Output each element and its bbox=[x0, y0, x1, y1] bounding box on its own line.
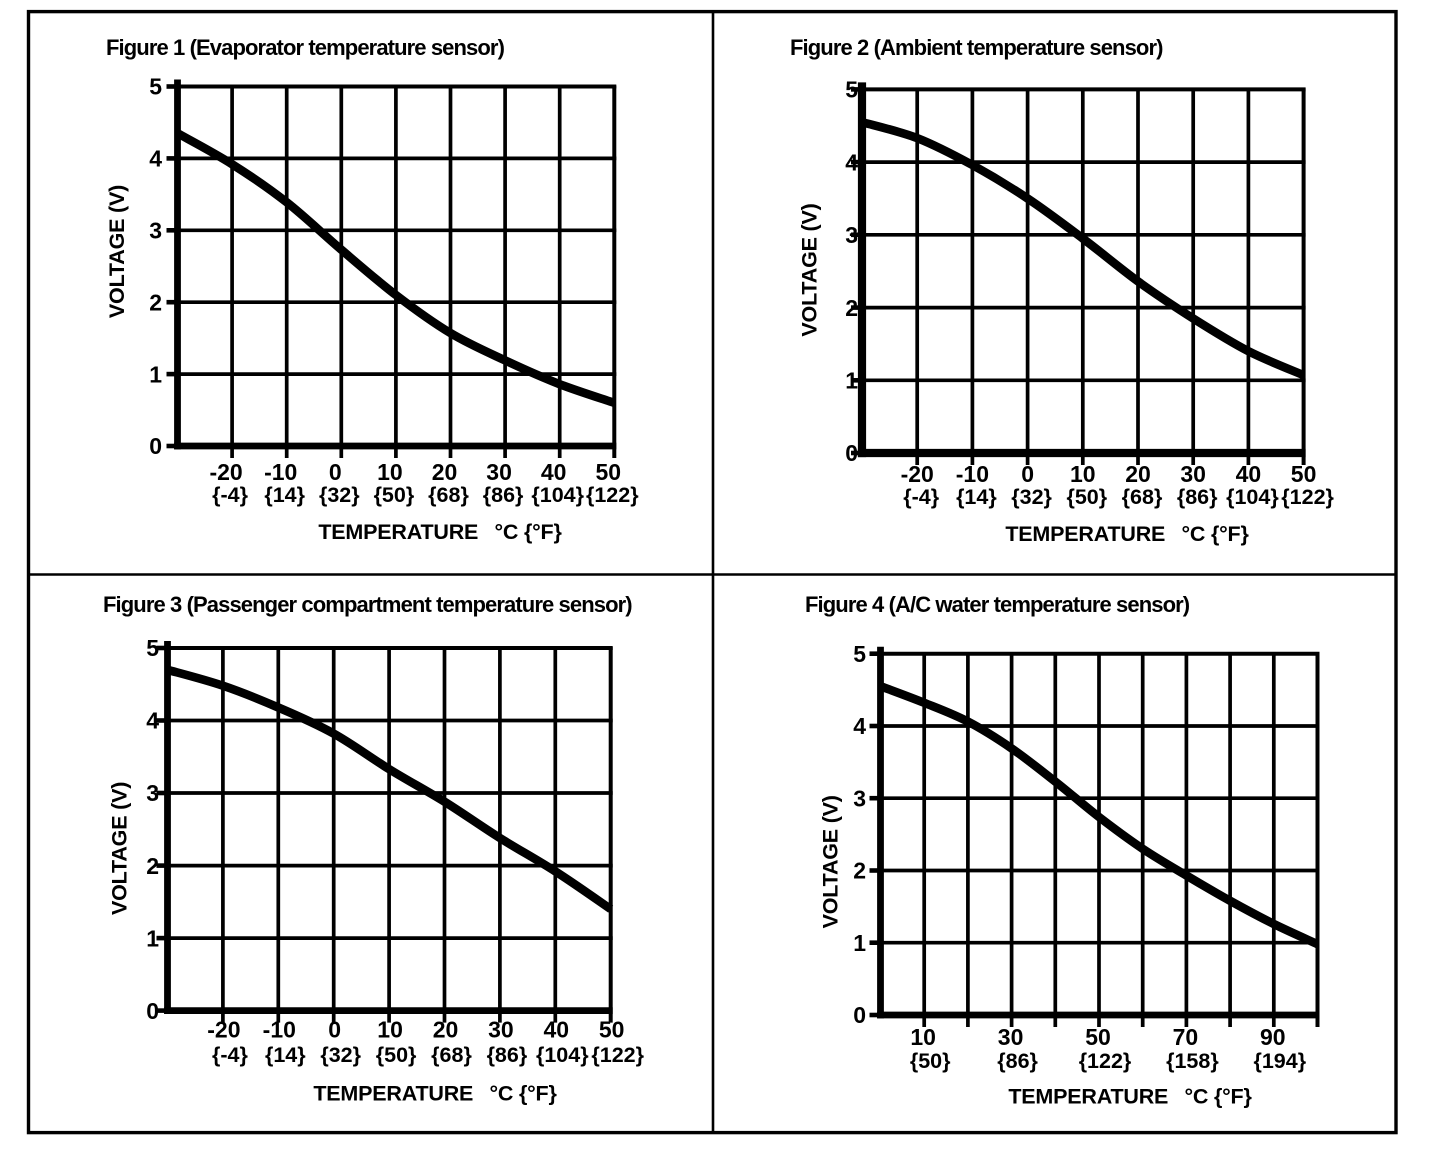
svg-text:2: 2 bbox=[845, 295, 858, 321]
svg-text:5: 5 bbox=[845, 77, 858, 103]
svg-text:{14}: {14} bbox=[956, 485, 997, 509]
svg-text:40: 40 bbox=[541, 459, 567, 485]
svg-text:{32}: {32} bbox=[320, 1043, 361, 1067]
svg-text:4: 4 bbox=[149, 146, 162, 172]
svg-text:{122}: {122} bbox=[1079, 1049, 1132, 1073]
svg-text:1: 1 bbox=[845, 368, 858, 394]
svg-text:{104}: {104} bbox=[536, 1043, 589, 1067]
svg-text:{50}: {50} bbox=[1066, 485, 1107, 509]
svg-text:5: 5 bbox=[853, 641, 866, 667]
svg-text:70: 70 bbox=[1173, 1024, 1199, 1050]
svg-text:Figure 3 (Passenger compartmen: Figure 3 (Passenger compartment temperat… bbox=[103, 592, 632, 617]
svg-text:{-4}: {-4} bbox=[212, 1043, 248, 1067]
svg-text:Figure 2 (Ambient temperature: Figure 2 (Ambient temperature sensor) bbox=[790, 35, 1163, 60]
svg-text:5: 5 bbox=[149, 74, 162, 100]
svg-text:30: 30 bbox=[1180, 461, 1206, 487]
svg-text:{68}: {68} bbox=[428, 483, 469, 507]
svg-text:1: 1 bbox=[853, 930, 866, 956]
svg-text:10: 10 bbox=[377, 459, 403, 485]
svg-text:VOLTAGE (V): VOLTAGE (V) bbox=[798, 203, 822, 336]
svg-text:-10: -10 bbox=[264, 459, 297, 485]
svg-text:0: 0 bbox=[853, 1002, 866, 1028]
svg-text:4: 4 bbox=[845, 149, 858, 175]
svg-text:50: 50 bbox=[596, 459, 622, 485]
svg-text:50: 50 bbox=[1085, 1024, 1111, 1050]
svg-text:TEMPERATURE °C {°F}: TEMPERATURE °C {°F} bbox=[1005, 522, 1249, 546]
svg-text:Figure 1 (Evaporator temperatu: Figure 1 (Evaporator temperature sensor) bbox=[106, 35, 505, 60]
svg-text:TEMPERATURE °C {°F}: TEMPERATURE °C {°F} bbox=[1008, 1085, 1252, 1109]
svg-text:10: 10 bbox=[377, 1017, 403, 1043]
svg-text:-10: -10 bbox=[263, 1017, 296, 1043]
svg-text:50: 50 bbox=[599, 1017, 625, 1043]
svg-text:-20: -20 bbox=[207, 1017, 240, 1043]
svg-text:50: 50 bbox=[1291, 461, 1317, 487]
svg-text:{104}: {104} bbox=[1226, 485, 1279, 509]
svg-text:{50}: {50} bbox=[910, 1049, 951, 1073]
svg-text:{50}: {50} bbox=[374, 483, 415, 507]
svg-text:40: 40 bbox=[544, 1017, 570, 1043]
svg-text:90: 90 bbox=[1260, 1024, 1286, 1050]
svg-text:-20: -20 bbox=[901, 461, 934, 487]
svg-text:10: 10 bbox=[910, 1024, 936, 1050]
svg-text:3: 3 bbox=[149, 218, 162, 244]
svg-text:2: 2 bbox=[853, 858, 866, 884]
svg-text:{122}: {122} bbox=[586, 483, 639, 507]
svg-text:4: 4 bbox=[146, 708, 159, 734]
svg-text:{86}: {86} bbox=[487, 1043, 528, 1067]
svg-text:30: 30 bbox=[488, 1017, 514, 1043]
svg-text:1: 1 bbox=[149, 361, 162, 387]
svg-text:4: 4 bbox=[853, 713, 866, 739]
svg-text:{68}: {68} bbox=[1122, 485, 1163, 509]
svg-text:0: 0 bbox=[149, 433, 162, 459]
svg-text:3: 3 bbox=[146, 780, 159, 806]
svg-text:TEMPERATURE °C {°F}: TEMPERATURE °C {°F} bbox=[318, 520, 562, 544]
svg-text:{104}: {104} bbox=[531, 483, 584, 507]
svg-text:{14}: {14} bbox=[264, 483, 305, 507]
svg-text:{-4}: {-4} bbox=[212, 483, 248, 507]
svg-text:0: 0 bbox=[328, 1017, 341, 1043]
svg-text:5: 5 bbox=[146, 635, 159, 661]
svg-text:VOLTAGE (V): VOLTAGE (V) bbox=[108, 782, 132, 915]
svg-text:-10: -10 bbox=[956, 461, 989, 487]
svg-text:3: 3 bbox=[845, 222, 858, 248]
svg-text:TEMPERATURE °C {°F}: TEMPERATURE °C {°F} bbox=[313, 1082, 557, 1106]
svg-text:{86}: {86} bbox=[483, 483, 524, 507]
svg-text:0: 0 bbox=[146, 998, 159, 1024]
svg-text:-20: -20 bbox=[209, 459, 242, 485]
svg-text:3: 3 bbox=[853, 785, 866, 811]
svg-text:VOLTAGE (V): VOLTAGE (V) bbox=[105, 185, 129, 318]
svg-text:VOLTAGE (V): VOLTAGE (V) bbox=[819, 795, 843, 928]
svg-text:{-4}: {-4} bbox=[903, 485, 939, 509]
svg-text:{194}: {194} bbox=[1253, 1049, 1306, 1073]
svg-text:{32}: {32} bbox=[1011, 485, 1052, 509]
svg-text:0: 0 bbox=[329, 459, 342, 485]
svg-text:2: 2 bbox=[149, 289, 162, 315]
svg-text:20: 20 bbox=[432, 459, 458, 485]
svg-text:20: 20 bbox=[433, 1017, 459, 1043]
svg-text:{50}: {50} bbox=[376, 1043, 417, 1067]
svg-text:Figure 4 (A/C water temperatur: Figure 4 (A/C water temperature sensor) bbox=[805, 592, 1190, 617]
svg-text:{68}: {68} bbox=[431, 1043, 472, 1067]
svg-text:20: 20 bbox=[1125, 461, 1151, 487]
svg-text:{14}: {14} bbox=[265, 1043, 306, 1067]
svg-text:0: 0 bbox=[1021, 461, 1034, 487]
svg-text:{122}: {122} bbox=[1281, 485, 1334, 509]
svg-text:{32}: {32} bbox=[319, 483, 360, 507]
svg-text:2: 2 bbox=[146, 853, 159, 879]
svg-text:{158}: {158} bbox=[1166, 1049, 1219, 1073]
svg-text:1: 1 bbox=[146, 925, 159, 951]
svg-text:30: 30 bbox=[998, 1024, 1024, 1050]
svg-text:0: 0 bbox=[845, 440, 858, 466]
svg-text:10: 10 bbox=[1070, 461, 1096, 487]
svg-text:40: 40 bbox=[1236, 461, 1262, 487]
svg-text:{122}: {122} bbox=[591, 1043, 644, 1067]
svg-text:{86}: {86} bbox=[997, 1049, 1038, 1073]
svg-text:30: 30 bbox=[486, 459, 512, 485]
svg-text:{86}: {86} bbox=[1177, 485, 1218, 509]
